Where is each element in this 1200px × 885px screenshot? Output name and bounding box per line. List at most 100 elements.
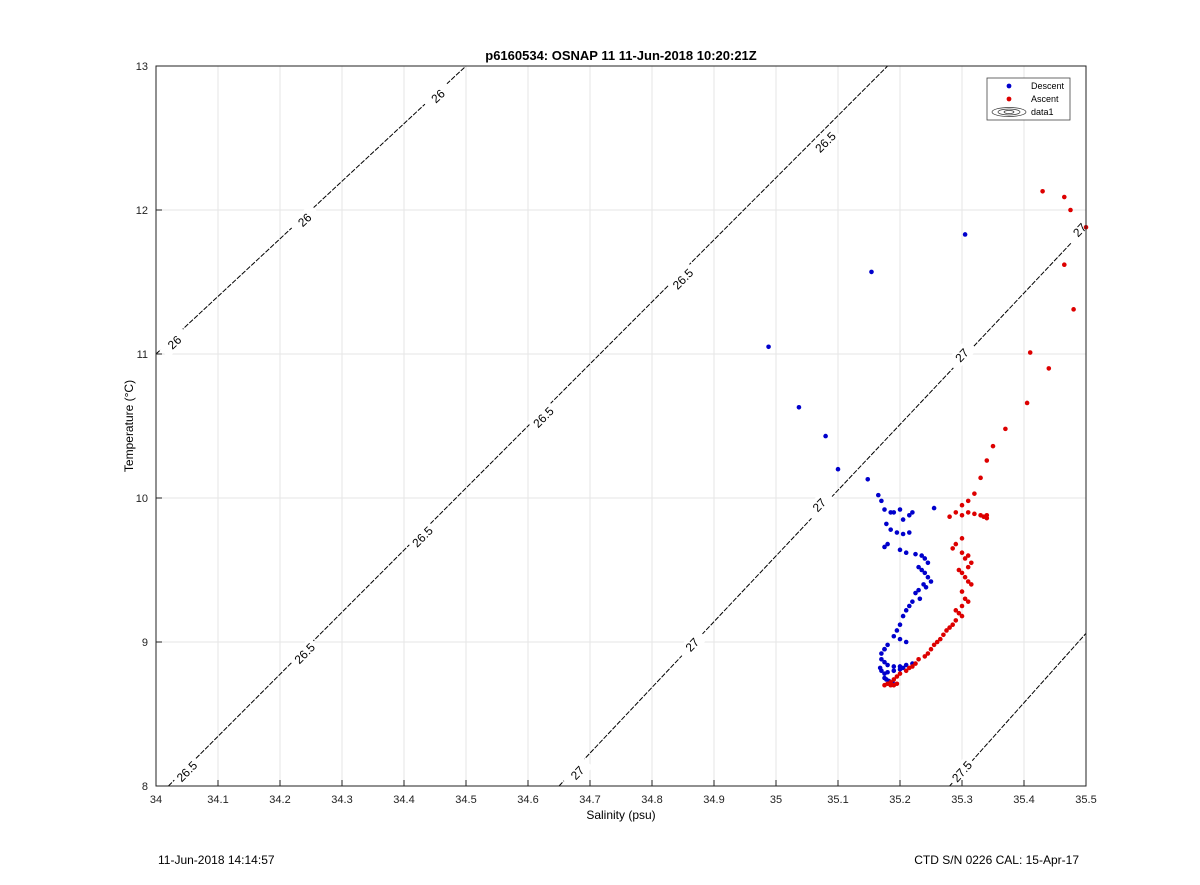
- point-descent: [931, 505, 937, 511]
- y-tick-label: 10: [136, 493, 148, 505]
- point-descent: [923, 584, 929, 590]
- point-descent: [888, 527, 893, 532]
- contour-label-bg: [288, 637, 321, 670]
- x-tick-label: 34.7: [579, 794, 600, 806]
- point-ascent: [953, 541, 959, 547]
- contour-label-group: 26: [158, 326, 191, 358]
- point-descent: [882, 544, 887, 550]
- point-ascent: [894, 674, 900, 679]
- point-descent: [916, 587, 921, 593]
- point-descent: [885, 662, 890, 668]
- contour-label-group: 26.5: [527, 401, 560, 433]
- y-tick-label: 12: [136, 205, 148, 217]
- point-ascent: [1046, 366, 1052, 371]
- point-ascent: [950, 622, 955, 628]
- point-descent: [903, 608, 909, 613]
- point-descent: [922, 570, 928, 576]
- contour-label-bg: [945, 339, 978, 372]
- point-ascent: [959, 512, 965, 518]
- footer-ctd-info: CTD S/N 0226 CAL: 15-Apr-17: [914, 853, 1079, 867]
- x-tick-label: 35.1: [827, 794, 848, 806]
- point-ascent: [990, 443, 996, 449]
- point-ascent: [913, 661, 918, 666]
- point-descent: [907, 603, 912, 609]
- contour-label-bg: [561, 756, 593, 789]
- point-ascent: [947, 514, 952, 520]
- point-ascent: [1003, 426, 1008, 432]
- point-descent: [891, 510, 897, 515]
- data-points: [766, 188, 1089, 688]
- contour-label-group: 27: [1063, 213, 1096, 246]
- contour-label-bg: [406, 520, 439, 553]
- x-axis-label: Salinity (psu): [586, 808, 655, 822]
- grid-lines: [155, 65, 1087, 787]
- point-ascent: [984, 458, 990, 463]
- x-tick-label: 34.1: [207, 794, 228, 806]
- x-tick-label: 34.3: [331, 794, 352, 806]
- point-descent: [910, 510, 915, 515]
- x-tick-label: 34.2: [269, 794, 290, 806]
- point-ascent: [965, 510, 971, 515]
- point-ascent: [953, 618, 959, 623]
- contour-label-group: 27: [561, 756, 593, 789]
- point-ascent: [959, 603, 965, 609]
- x-tick-label: 35: [770, 794, 782, 806]
- x-tick-label: 34.8: [641, 794, 662, 806]
- legend-label-ascent: Ascent: [1031, 94, 1059, 104]
- point-descent: [925, 574, 931, 580]
- contour-label-bg: [170, 755, 203, 788]
- point-descent: [903, 639, 909, 645]
- point-descent: [865, 476, 871, 482]
- point-ascent: [969, 582, 974, 587]
- contour-label-group: 26.5: [809, 126, 842, 158]
- contour-line-27-5: [949, 633, 1087, 787]
- point-descent: [823, 433, 828, 439]
- contour-label-group: 27: [803, 488, 835, 521]
- point-ascent: [959, 613, 965, 619]
- point-descent: [962, 232, 968, 237]
- point-descent: [835, 466, 841, 472]
- contour-label-bg: [158, 326, 191, 358]
- point-descent: [900, 613, 906, 619]
- point-descent: [879, 668, 884, 674]
- point-ascent: [972, 491, 977, 496]
- point-descent: [882, 507, 887, 512]
- point-ascent: [965, 564, 971, 570]
- point-ascent: [1062, 262, 1067, 268]
- point-descent: [897, 547, 903, 553]
- point-ascent: [956, 567, 962, 573]
- point-ascent: [882, 682, 887, 688]
- contour-label-bg: [676, 628, 708, 661]
- point-descent: [928, 579, 934, 584]
- point-descent: [900, 665, 906, 671]
- contour-legend-icon: [991, 107, 1027, 117]
- contour-label-bg: [421, 80, 454, 112]
- point-ascent: [965, 498, 971, 504]
- point-ascent: [959, 536, 965, 541]
- legend: Descent Ascent data1: [986, 77, 1071, 121]
- point-ascent: [938, 636, 943, 642]
- point-ascent: [959, 502, 965, 508]
- point-descent: [910, 599, 915, 604]
- x-tick-label: 35.4: [1013, 794, 1034, 806]
- point-descent: [900, 531, 906, 537]
- contour-line-26-5: [168, 65, 888, 787]
- contour-label-group: 26.5: [666, 262, 699, 295]
- point-ascent: [953, 510, 959, 515]
- point-ascent: [894, 681, 900, 687]
- legend-box: [986, 77, 1071, 121]
- contour-label-group: 26.5: [170, 755, 203, 788]
- point-ascent: [891, 677, 897, 682]
- x-axis-ticks: 34 34.1 34.2 34.3 34.4 34.5 34.6 34.7 34.8 34.9 35…: [150, 780, 1097, 806]
- point-ascent: [907, 665, 912, 671]
- y-tick-label: 11: [137, 349, 148, 361]
- contour-label-bg: [666, 262, 699, 295]
- point-descent: [925, 560, 931, 566]
- point-ascent: [962, 596, 968, 602]
- point-ascent: [925, 651, 931, 656]
- point-ascent: [965, 579, 971, 584]
- footer-timestamp: 11-Jun-2018 14:14:57: [158, 853, 275, 867]
- point-descent: [894, 530, 900, 535]
- point-descent: [876, 492, 881, 498]
- point-descent: [885, 642, 890, 648]
